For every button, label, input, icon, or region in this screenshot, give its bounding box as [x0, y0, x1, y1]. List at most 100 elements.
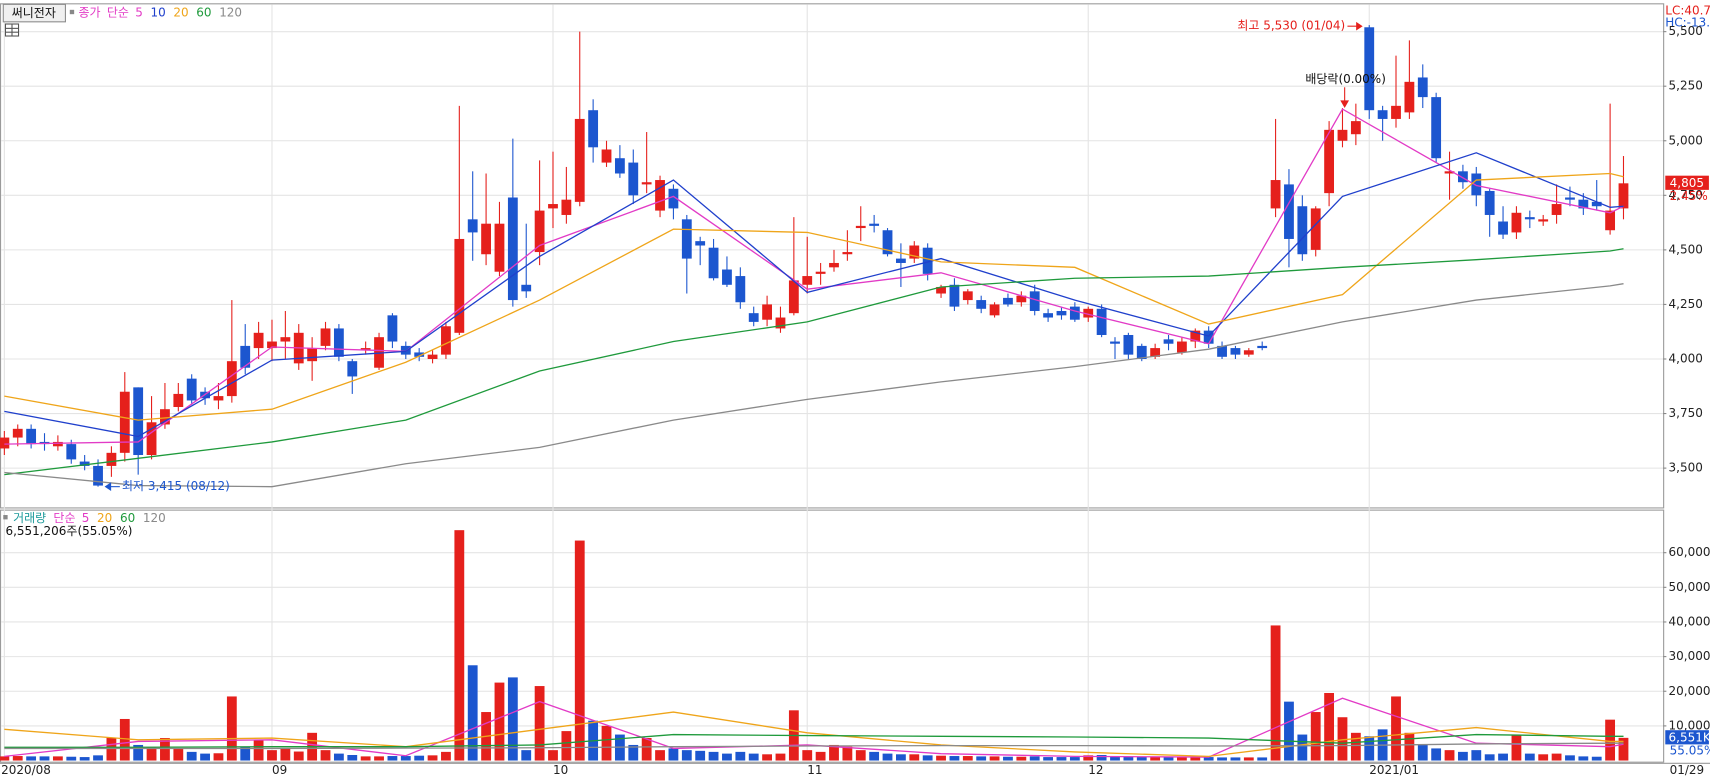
legend-entry: 60 [120, 511, 135, 525]
volume-bar [735, 751, 746, 761]
volume-bar [962, 756, 973, 761]
candle-body [1123, 334, 1134, 355]
volume-bar [936, 755, 946, 761]
volume-bar [1163, 757, 1174, 761]
volume-bar [1431, 748, 1442, 761]
candle-body [414, 352, 425, 357]
y-tick-label: 10,000K [1669, 718, 1710, 732]
candle-body [1297, 206, 1308, 255]
stock-name[interactable]: 써니전자 [12, 6, 56, 20]
candle-body [481, 223, 491, 255]
candle-body [360, 348, 371, 351]
candle-body [1471, 173, 1482, 196]
candle-body [695, 241, 706, 246]
candle-body [494, 223, 505, 272]
candle-body [1565, 197, 1575, 200]
volume-bar [1069, 757, 1080, 761]
legend-title: 종가 [79, 6, 101, 20]
candle-body [1618, 183, 1629, 209]
lc-label: LC:40.70 [1665, 3, 1710, 17]
moving-average-line [4, 108, 1624, 445]
volume-bar [12, 756, 23, 761]
candle-body [1498, 221, 1508, 235]
price-panel [0, 3, 1665, 509]
volume-bar [1150, 757, 1161, 761]
volume-bar [521, 750, 532, 761]
volume-bar [1096, 754, 1107, 761]
candle-body [842, 252, 853, 255]
candle-body [681, 219, 692, 259]
legend-entry: 120 [219, 6, 242, 20]
volume-bar [0, 756, 10, 761]
volume-bar [561, 731, 572, 761]
volume-bar [802, 750, 813, 761]
volume-bar [441, 751, 451, 761]
candle-body [882, 230, 893, 255]
candle-body [1444, 171, 1455, 174]
volume-bar [1123, 756, 1134, 761]
volume-bar [1551, 753, 1562, 761]
y-tick-label: 4,750 [1669, 188, 1703, 202]
grid-layer [1, 4, 1667, 761]
volume-bar [79, 757, 90, 761]
volume-bar [387, 756, 398, 761]
candle-body [160, 409, 170, 425]
candle-body [1364, 27, 1375, 111]
volume-bar [1350, 732, 1361, 761]
candle-body [1391, 105, 1401, 119]
volume-bar [574, 540, 585, 761]
candle-body [12, 428, 23, 438]
volume-bar [909, 754, 920, 761]
candle-body [895, 258, 906, 263]
candle-body [762, 304, 772, 320]
volume-bar [454, 530, 465, 761]
candle-body [79, 461, 90, 466]
volume-box [1665, 730, 1709, 745]
candle-body [106, 452, 117, 466]
volume-bar [815, 751, 826, 761]
candle-body [601, 149, 612, 163]
y-tick-label: 5,000 [1669, 133, 1703, 147]
volume-bar [722, 753, 732, 761]
volume-bar [1176, 757, 1187, 761]
candle-body [1016, 295, 1027, 303]
candle-body [66, 444, 77, 460]
volume-bar [1190, 757, 1201, 761]
y-tick-label: 60,000K [1669, 545, 1710, 559]
volume-bar [333, 753, 344, 761]
candle-body [253, 332, 264, 349]
volume-bar [976, 756, 987, 761]
legend-method: 단순 [53, 511, 75, 525]
candle-body [213, 396, 224, 401]
volume-bar [1337, 717, 1348, 761]
volume-bar [1618, 737, 1629, 761]
volume-bar [1056, 757, 1067, 761]
legend-entry: 5 [135, 6, 143, 20]
legend-method: 단순 [107, 6, 129, 20]
candle-body [186, 378, 197, 401]
volume-bar [240, 746, 251, 761]
y-tick-label: 3,500 [1669, 461, 1703, 475]
candle-body [173, 393, 184, 408]
y-tick-label: 4,500 [1669, 242, 1703, 256]
volume-bar [160, 738, 170, 761]
volume-bar [1591, 756, 1602, 761]
last-date: 01/29 [1670, 763, 1705, 777]
stock-button[interactable] [2, 3, 66, 23]
price-box-label: 4,805 [1670, 176, 1704, 190]
x-tick-label: 12 [1088, 763, 1103, 777]
candle-body [1458, 171, 1468, 183]
volume-bar [106, 738, 117, 761]
y-tick-label: 5,250 [1669, 79, 1703, 93]
volume-bar [66, 756, 77, 761]
volume-bar [1417, 744, 1428, 761]
high-annotation: 최고 5,530 (01/04) [1237, 19, 1345, 33]
candle-body [26, 428, 37, 445]
candle-body [641, 182, 652, 185]
candle-body [869, 223, 880, 226]
volume-bar [775, 753, 786, 761]
volume-bar [253, 739, 264, 761]
volume-bar [347, 754, 358, 761]
legend-icon [69, 9, 75, 15]
